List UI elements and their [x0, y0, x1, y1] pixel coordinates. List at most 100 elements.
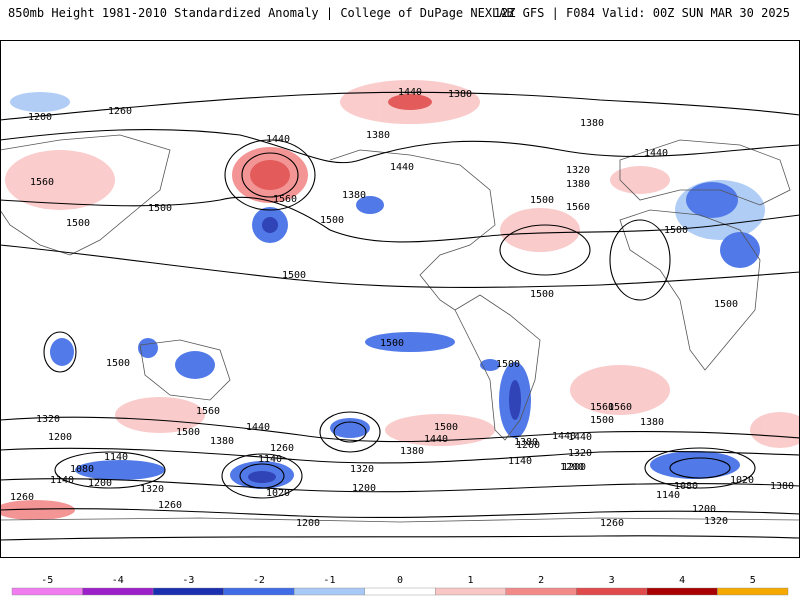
- negative-anomaly-equatorial: [365, 332, 455, 352]
- contour-label: 1500: [320, 215, 344, 226]
- contour-label: 1380: [366, 130, 390, 141]
- contour-line: [0, 129, 800, 164]
- contour-line: [0, 508, 800, 519]
- contour-label: 1560: [590, 402, 614, 413]
- colorbar-swatch: [364, 587, 436, 596]
- contour-label: 1380: [566, 179, 590, 190]
- negative-anomaly-africa: [720, 232, 760, 268]
- negative-anomaly-europe: [686, 182, 738, 218]
- contour-label: 1440: [552, 431, 576, 442]
- contour-label: 1440: [246, 422, 270, 433]
- negative-anomaly-south-indian-low: [75, 460, 165, 480]
- contour-line: [0, 91, 800, 121]
- contour-label: 1380: [400, 446, 424, 457]
- antarctica-coast: [0, 517, 800, 523]
- contour-label: 1320: [566, 165, 590, 176]
- negative-anomaly-indian-low: [50, 338, 74, 366]
- positive-anomaly-aleutian-core: [250, 160, 290, 190]
- south-america-coast: [454, 294, 541, 441]
- contour-label: 1500: [530, 195, 554, 206]
- height-contours: [0, 91, 800, 541]
- contour-label: 1080: [674, 481, 698, 492]
- colorbar-swatch: [505, 587, 577, 596]
- contour-label: 1440: [644, 148, 668, 159]
- colorbar-swatch: [646, 587, 718, 596]
- colorbar-tick-label: -1: [323, 575, 335, 586]
- contour-label: 1320: [350, 464, 374, 475]
- positive-anomaly-arctic-core: [388, 94, 432, 110]
- contour-label: 1440: [266, 134, 290, 145]
- contour-label: 1560: [608, 402, 632, 413]
- negative-anomaly-pacific-low-core: [262, 217, 278, 233]
- contour-label: 1140: [50, 475, 74, 486]
- contour-line: [0, 196, 800, 243]
- colorbar-tick-label: 2: [538, 575, 544, 586]
- contour-label: 1260: [108, 106, 132, 117]
- contour-label: 1260: [270, 443, 294, 454]
- contour-label: 1080: [70, 464, 94, 475]
- contour-label: 1260: [516, 440, 540, 451]
- contour-label: 1380: [342, 190, 366, 201]
- contour-label: 1500: [714, 299, 738, 310]
- contour-label: 1500: [434, 422, 458, 433]
- colorbar-swatch: [576, 587, 648, 596]
- colorbar-swatch: [717, 587, 789, 596]
- contour-label: 1140: [508, 456, 532, 467]
- negative-anomaly-patagonia-core: [509, 380, 521, 420]
- europe-coast: [619, 139, 791, 206]
- contour-ring: [669, 457, 731, 479]
- contour-label: 1500: [380, 338, 404, 349]
- negative-anomaly-southern-ocean: [650, 451, 740, 479]
- contour-label: 1320: [36, 414, 60, 425]
- contour-ring: [609, 219, 671, 301]
- contour-label: 1140: [104, 452, 128, 463]
- negative-anomaly-antarctic-low-core: [248, 471, 276, 483]
- contour-label: 1020: [266, 488, 290, 499]
- contour-label: 1320: [704, 516, 728, 527]
- contour-label: 1020: [730, 475, 754, 486]
- contour-ring: [241, 152, 299, 198]
- contour-label: 1560: [566, 202, 590, 213]
- contour-label: 1440: [398, 87, 422, 98]
- contour-ring: [644, 447, 756, 489]
- contour-label: 1200: [562, 462, 586, 473]
- colorbar-swatch: [293, 587, 365, 596]
- contour-label: 1440: [568, 432, 592, 443]
- contour-label: 1440: [424, 434, 448, 445]
- contour-ring: [333, 421, 367, 443]
- contour-line: [0, 447, 800, 464]
- positive-anomaly-south-atlantic: [570, 365, 670, 415]
- contour-label: 1500: [176, 427, 200, 438]
- contour-label: 1500: [66, 218, 90, 229]
- contour-label: 1500: [282, 270, 306, 281]
- north-america-coast: [329, 149, 496, 311]
- contour-label: 1320: [568, 448, 592, 459]
- colorbar-swatch: [435, 587, 507, 596]
- positive-anomaly-south-indian: [115, 397, 205, 433]
- positive-anomaly-far-east: [750, 412, 800, 448]
- contour-label: 1260: [10, 492, 34, 503]
- contour-label: 1500: [496, 359, 520, 370]
- colorbar-swatch: [82, 587, 154, 596]
- contour-label: 1380: [770, 481, 794, 492]
- contour-line: [0, 416, 800, 443]
- contour-label: 1380: [210, 436, 234, 447]
- anomaly-colorbar: -5 -4 -3 -2 -1 0 1 2 3 4 5: [0, 570, 800, 600]
- colorbar-tick-label: 3: [609, 575, 615, 586]
- colorbar-tick-label: 1: [468, 575, 474, 586]
- australia-coast: [139, 339, 231, 401]
- contour-label: 1260: [158, 500, 182, 511]
- contour-ring: [54, 451, 166, 489]
- positive-anomaly-europe: [610, 166, 670, 194]
- contour-label: 1500: [590, 415, 614, 426]
- negative-anomaly-indian-low2: [138, 338, 158, 358]
- colorbar-swatch: [152, 587, 224, 596]
- colorbar-swatch: [11, 587, 83, 596]
- contour-label: 1500: [106, 358, 130, 369]
- contour-label: 1440: [390, 162, 414, 173]
- contour-label: 1200: [28, 112, 52, 123]
- contour-label: 1320: [140, 484, 164, 495]
- contour-label: 1200: [296, 518, 320, 529]
- contour-label: 1200: [560, 462, 584, 473]
- contour-ring: [221, 453, 303, 499]
